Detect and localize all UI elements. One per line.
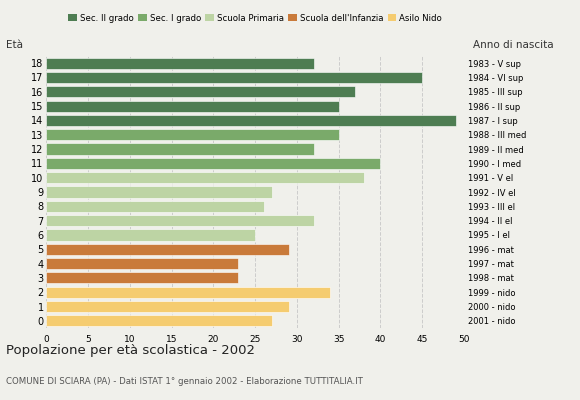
- Bar: [46, 315, 272, 326]
- Bar: [46, 72, 422, 83]
- Bar: [46, 100, 339, 112]
- Bar: [46, 86, 356, 97]
- Bar: [46, 144, 314, 155]
- Bar: [46, 58, 314, 69]
- Bar: [46, 215, 314, 226]
- Bar: [46, 158, 380, 169]
- Bar: [46, 186, 272, 198]
- Bar: [46, 301, 289, 312]
- Bar: [46, 272, 238, 284]
- Bar: [46, 129, 339, 140]
- Bar: [46, 172, 364, 183]
- Bar: [46, 115, 456, 126]
- Bar: [46, 287, 331, 298]
- Text: Anno di nascita: Anno di nascita: [473, 40, 553, 50]
- Bar: [46, 229, 255, 240]
- Text: COMUNE DI SCIARA (PA) - Dati ISTAT 1° gennaio 2002 - Elaborazione TUTTITALIA.IT: COMUNE DI SCIARA (PA) - Dati ISTAT 1° ge…: [6, 377, 362, 386]
- Bar: [46, 244, 289, 255]
- Bar: [46, 258, 238, 269]
- Text: Età: Età: [6, 40, 23, 50]
- Text: Popolazione per età scolastica - 2002: Popolazione per età scolastica - 2002: [6, 344, 255, 357]
- Bar: [46, 201, 263, 212]
- Legend: Sec. II grado, Sec. I grado, Scuola Primaria, Scuola dell'Infanzia, Asilo Nido: Sec. II grado, Sec. I grado, Scuola Prim…: [65, 10, 445, 26]
